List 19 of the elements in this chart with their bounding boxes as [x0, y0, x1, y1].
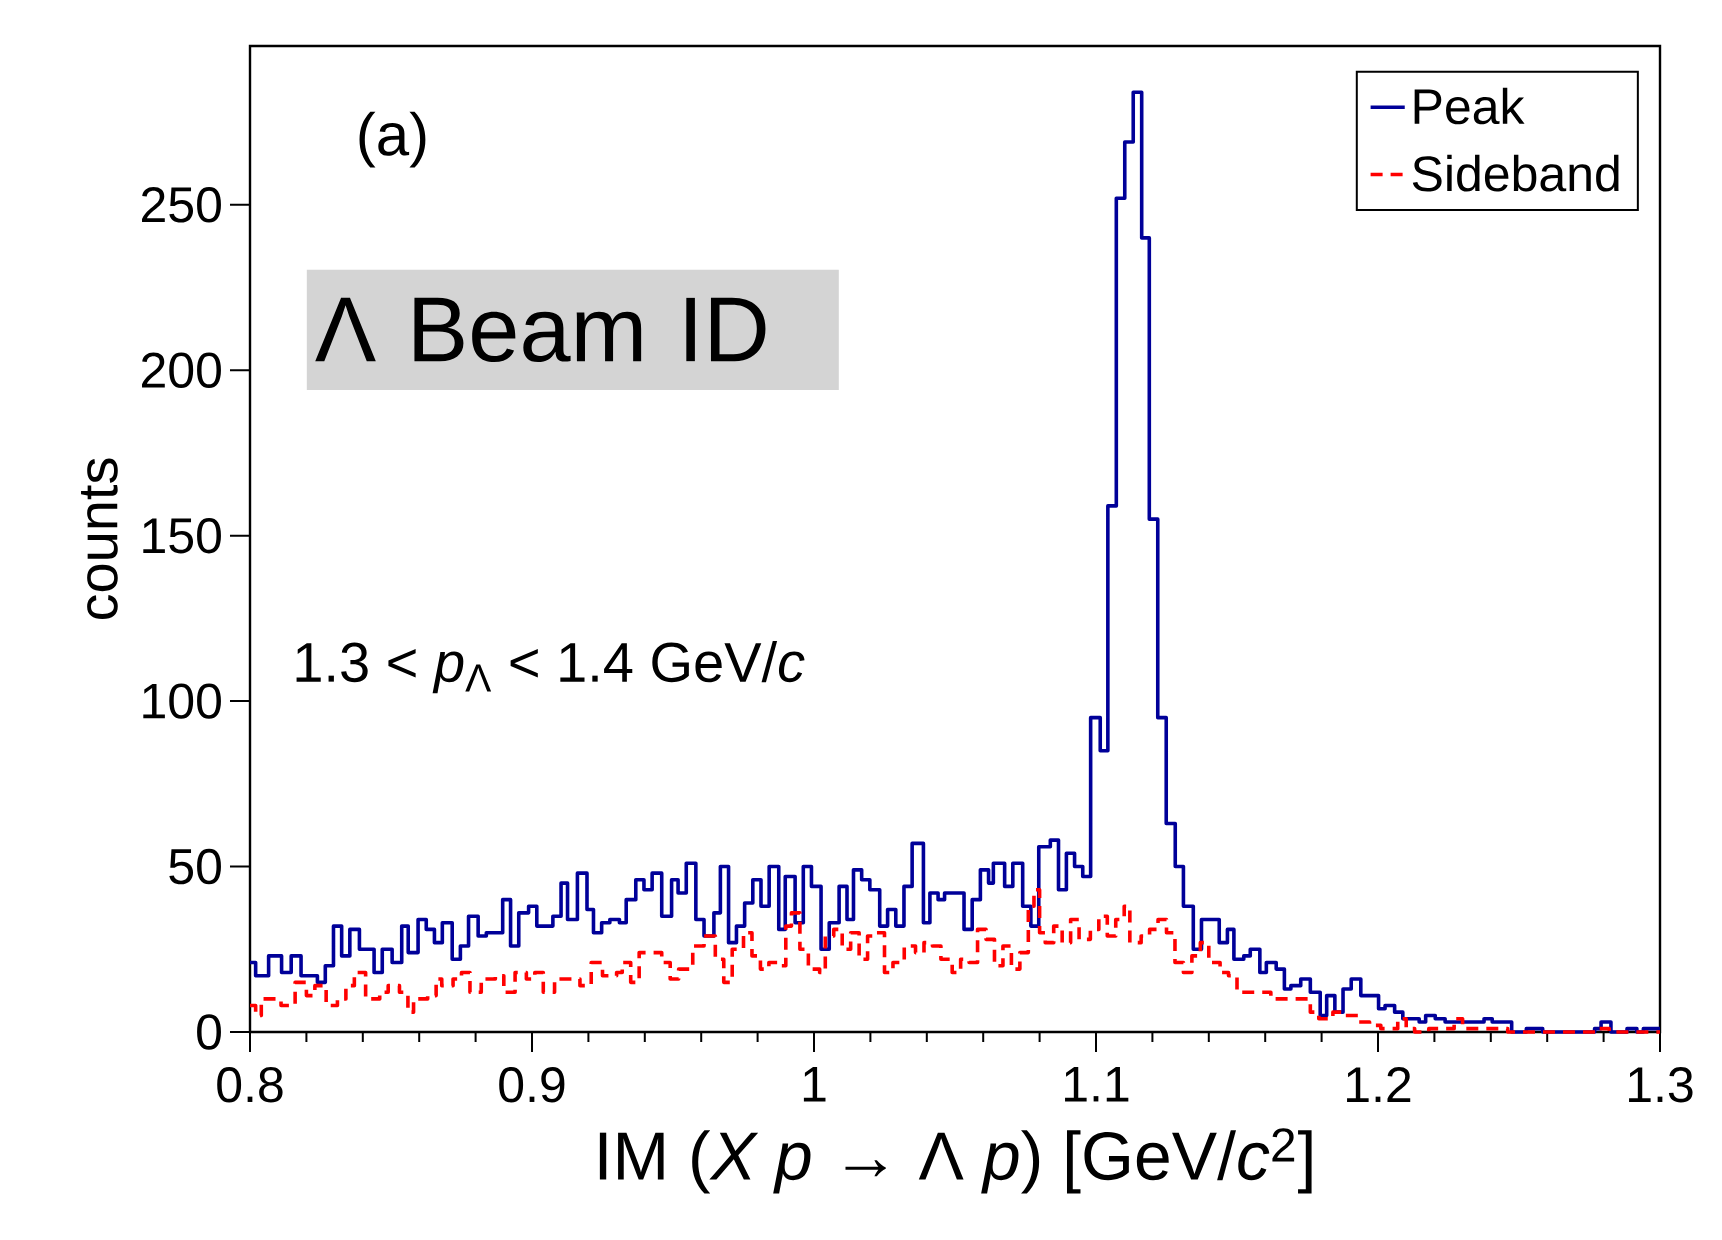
x-tick-label: 1.1 — [1065, 1067, 1129, 1102]
x-tick-label: 0.9 — [499, 1067, 565, 1103]
annotation: Λ Beam ID — [315, 297, 766, 363]
y-axis-title: counts — [81, 458, 118, 620]
x-tick-label: 1.3 — [1629, 1067, 1693, 1103]
y-tick-label: 50 — [169, 848, 221, 885]
x-axis-title: IM (X p → Λ p) [GeV/c$^{2}$] — [599, 1128, 1312, 1194]
annotation: (a) — [359, 111, 426, 168]
y-tick-label: 100 — [143, 683, 221, 719]
legend-label: Peak — [1414, 87, 1525, 125]
y-tick-label: 250 — [142, 187, 221, 223]
x-tick-label: 0.8 — [217, 1067, 283, 1103]
y-tick-label: 0 — [197, 1014, 221, 1050]
y-tick-label: 150 — [143, 517, 221, 554]
y-tick-label: 200 — [142, 352, 221, 388]
annotation: 1.3 < p$_{Λ}$ < 1.4 GeV/c — [296, 641, 805, 694]
x-tick-label: 1.2 — [1347, 1067, 1411, 1102]
x-tick-label: 1 — [803, 1067, 826, 1102]
legend-label: Sideband — [1412, 154, 1619, 192]
